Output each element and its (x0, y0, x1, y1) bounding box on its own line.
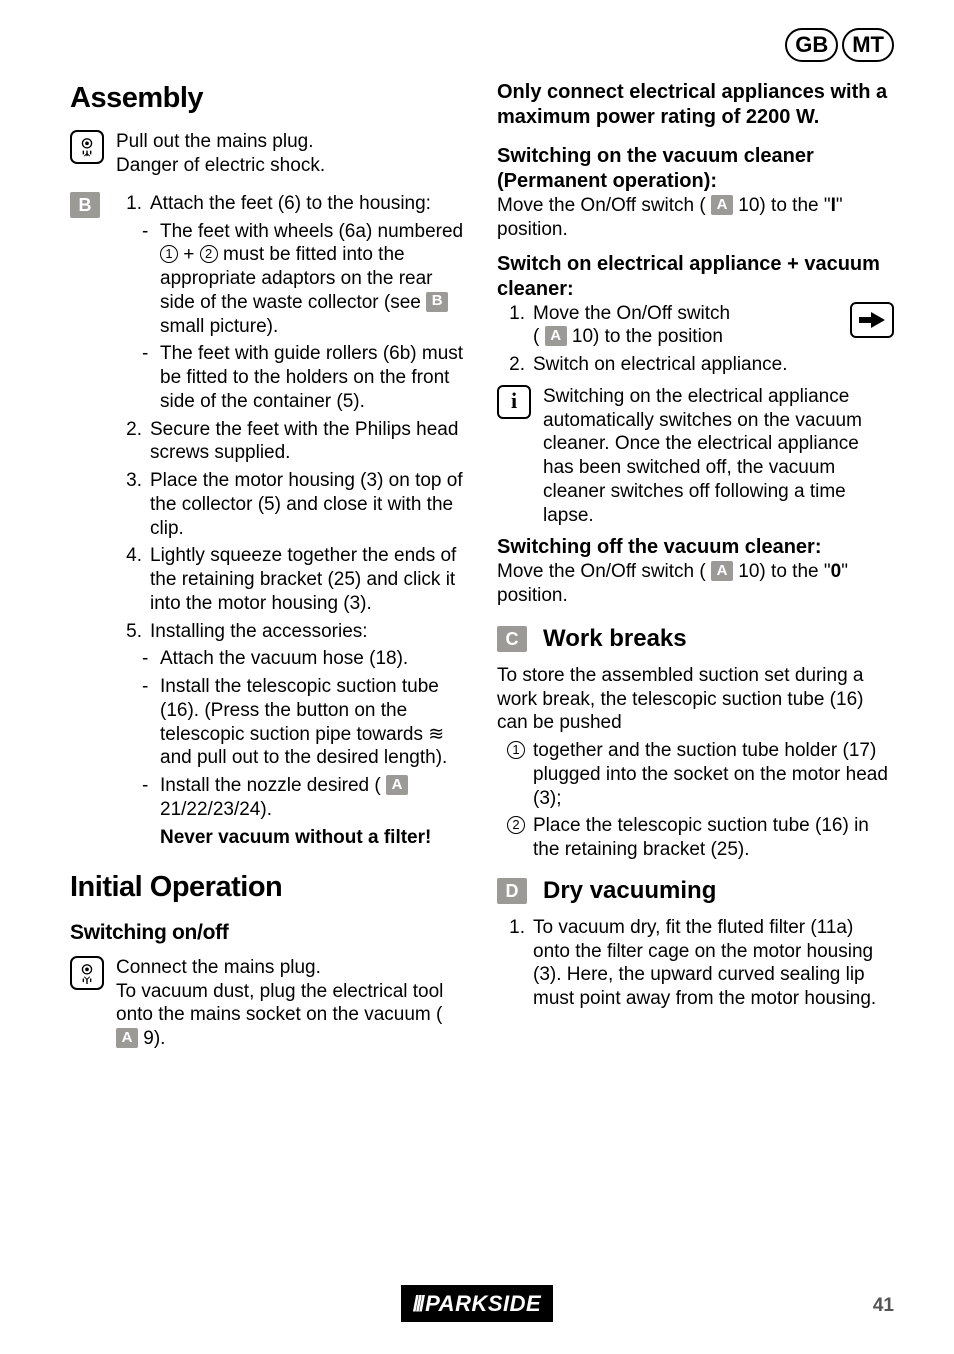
heading-dry-vacuuming: Dry vacuuming (543, 876, 716, 906)
heading-electrical-appliance: Switch on electrical appliance + vacuum … (497, 252, 894, 302)
step-5: Installing the accessories: (150, 620, 467, 644)
plugin-line1: Connect the mains plug. (116, 956, 467, 980)
permanent-op-text: Move the On/Off switch ( A 10) to the "I… (497, 194, 894, 242)
step-5-dash-2: Install the telescopic suction tube (16)… (160, 675, 467, 770)
elec-step-1: Move the On/Off switch( A 10) to the pos… (533, 302, 842, 350)
elec-step-2: Switch on electrical appliance. (533, 353, 894, 377)
hand-pointer-icon (850, 302, 894, 338)
country-mt: MT (842, 28, 894, 62)
dry-step-1: To vacuum dry, fit the fluted filter (11… (533, 916, 894, 1011)
heading-initial-operation: Initial Operation (70, 869, 467, 905)
break-step-1: together and the suction tube holder (17… (533, 739, 894, 810)
step-1-dash-1: The feet with wheels (6a) numbered 1 + 2… (160, 220, 467, 339)
plugin-line2: To vacuum dust, plug the electrical tool… (116, 980, 467, 1051)
country-badges: GB MT (785, 28, 894, 62)
switching-off-text: Move the On/Off switch ( A 10) to the "0… (497, 560, 894, 608)
info-icon: i (497, 385, 531, 419)
step-1-dash-2: The feet with guide rollers (6b) must be… (160, 342, 467, 413)
unplug-line1: Pull out the mains plug. (116, 130, 325, 154)
heading-permanent-op: Switching on the vacuum cleaner (Permane… (497, 144, 894, 194)
heading-assembly: Assembly (70, 80, 467, 116)
never-vacuum-warning: Never vacuum without a filter! (114, 826, 467, 850)
right-column: Only connect electrical appliances with … (497, 80, 894, 1065)
step-4: Lightly squeeze together the ends of the… (150, 544, 467, 615)
step-2: Secure the feet with the Philips head sc… (150, 418, 467, 466)
panel-b-badge: B (70, 192, 100, 218)
panel-d-badge: D (497, 878, 527, 904)
only-connect-warning: Only connect electrical appliances with … (497, 80, 894, 130)
heading-switching-onoff: Switching on/off (70, 920, 467, 946)
heading-work-breaks: Work breaks (543, 624, 687, 654)
step-1: Attach the feet (6) to the housing: (150, 192, 467, 216)
unplug-line2: Danger of electric shock. (116, 154, 325, 178)
info-text: Switching on the electrical appliance au… (543, 385, 894, 528)
step-5-dash-3: Install the nozzle desired ( A 21/22/23/… (160, 774, 467, 822)
page-number: 41 (873, 1294, 894, 1318)
unplug-icon (70, 130, 104, 164)
footer: /// PARKSIDE (0, 1285, 954, 1323)
country-gb: GB (785, 28, 838, 62)
panel-c-badge: C (497, 626, 527, 652)
step-5-dash-1: Attach the vacuum hose (18). (160, 647, 467, 671)
break-step-2: Place the telescopic suction tube (16) i… (533, 814, 894, 862)
heading-switching-off: Switching off the vacuum cleaner: (497, 535, 894, 560)
brand-logo: /// PARKSIDE (401, 1285, 553, 1323)
left-column: Assembly Pull out the mains plug. Danger… (70, 80, 467, 1065)
plug-in-icon (70, 956, 104, 990)
work-breaks-p: To store the assembled suction set durin… (497, 664, 894, 735)
step-3: Place the motor housing (3) on top of th… (150, 469, 467, 540)
